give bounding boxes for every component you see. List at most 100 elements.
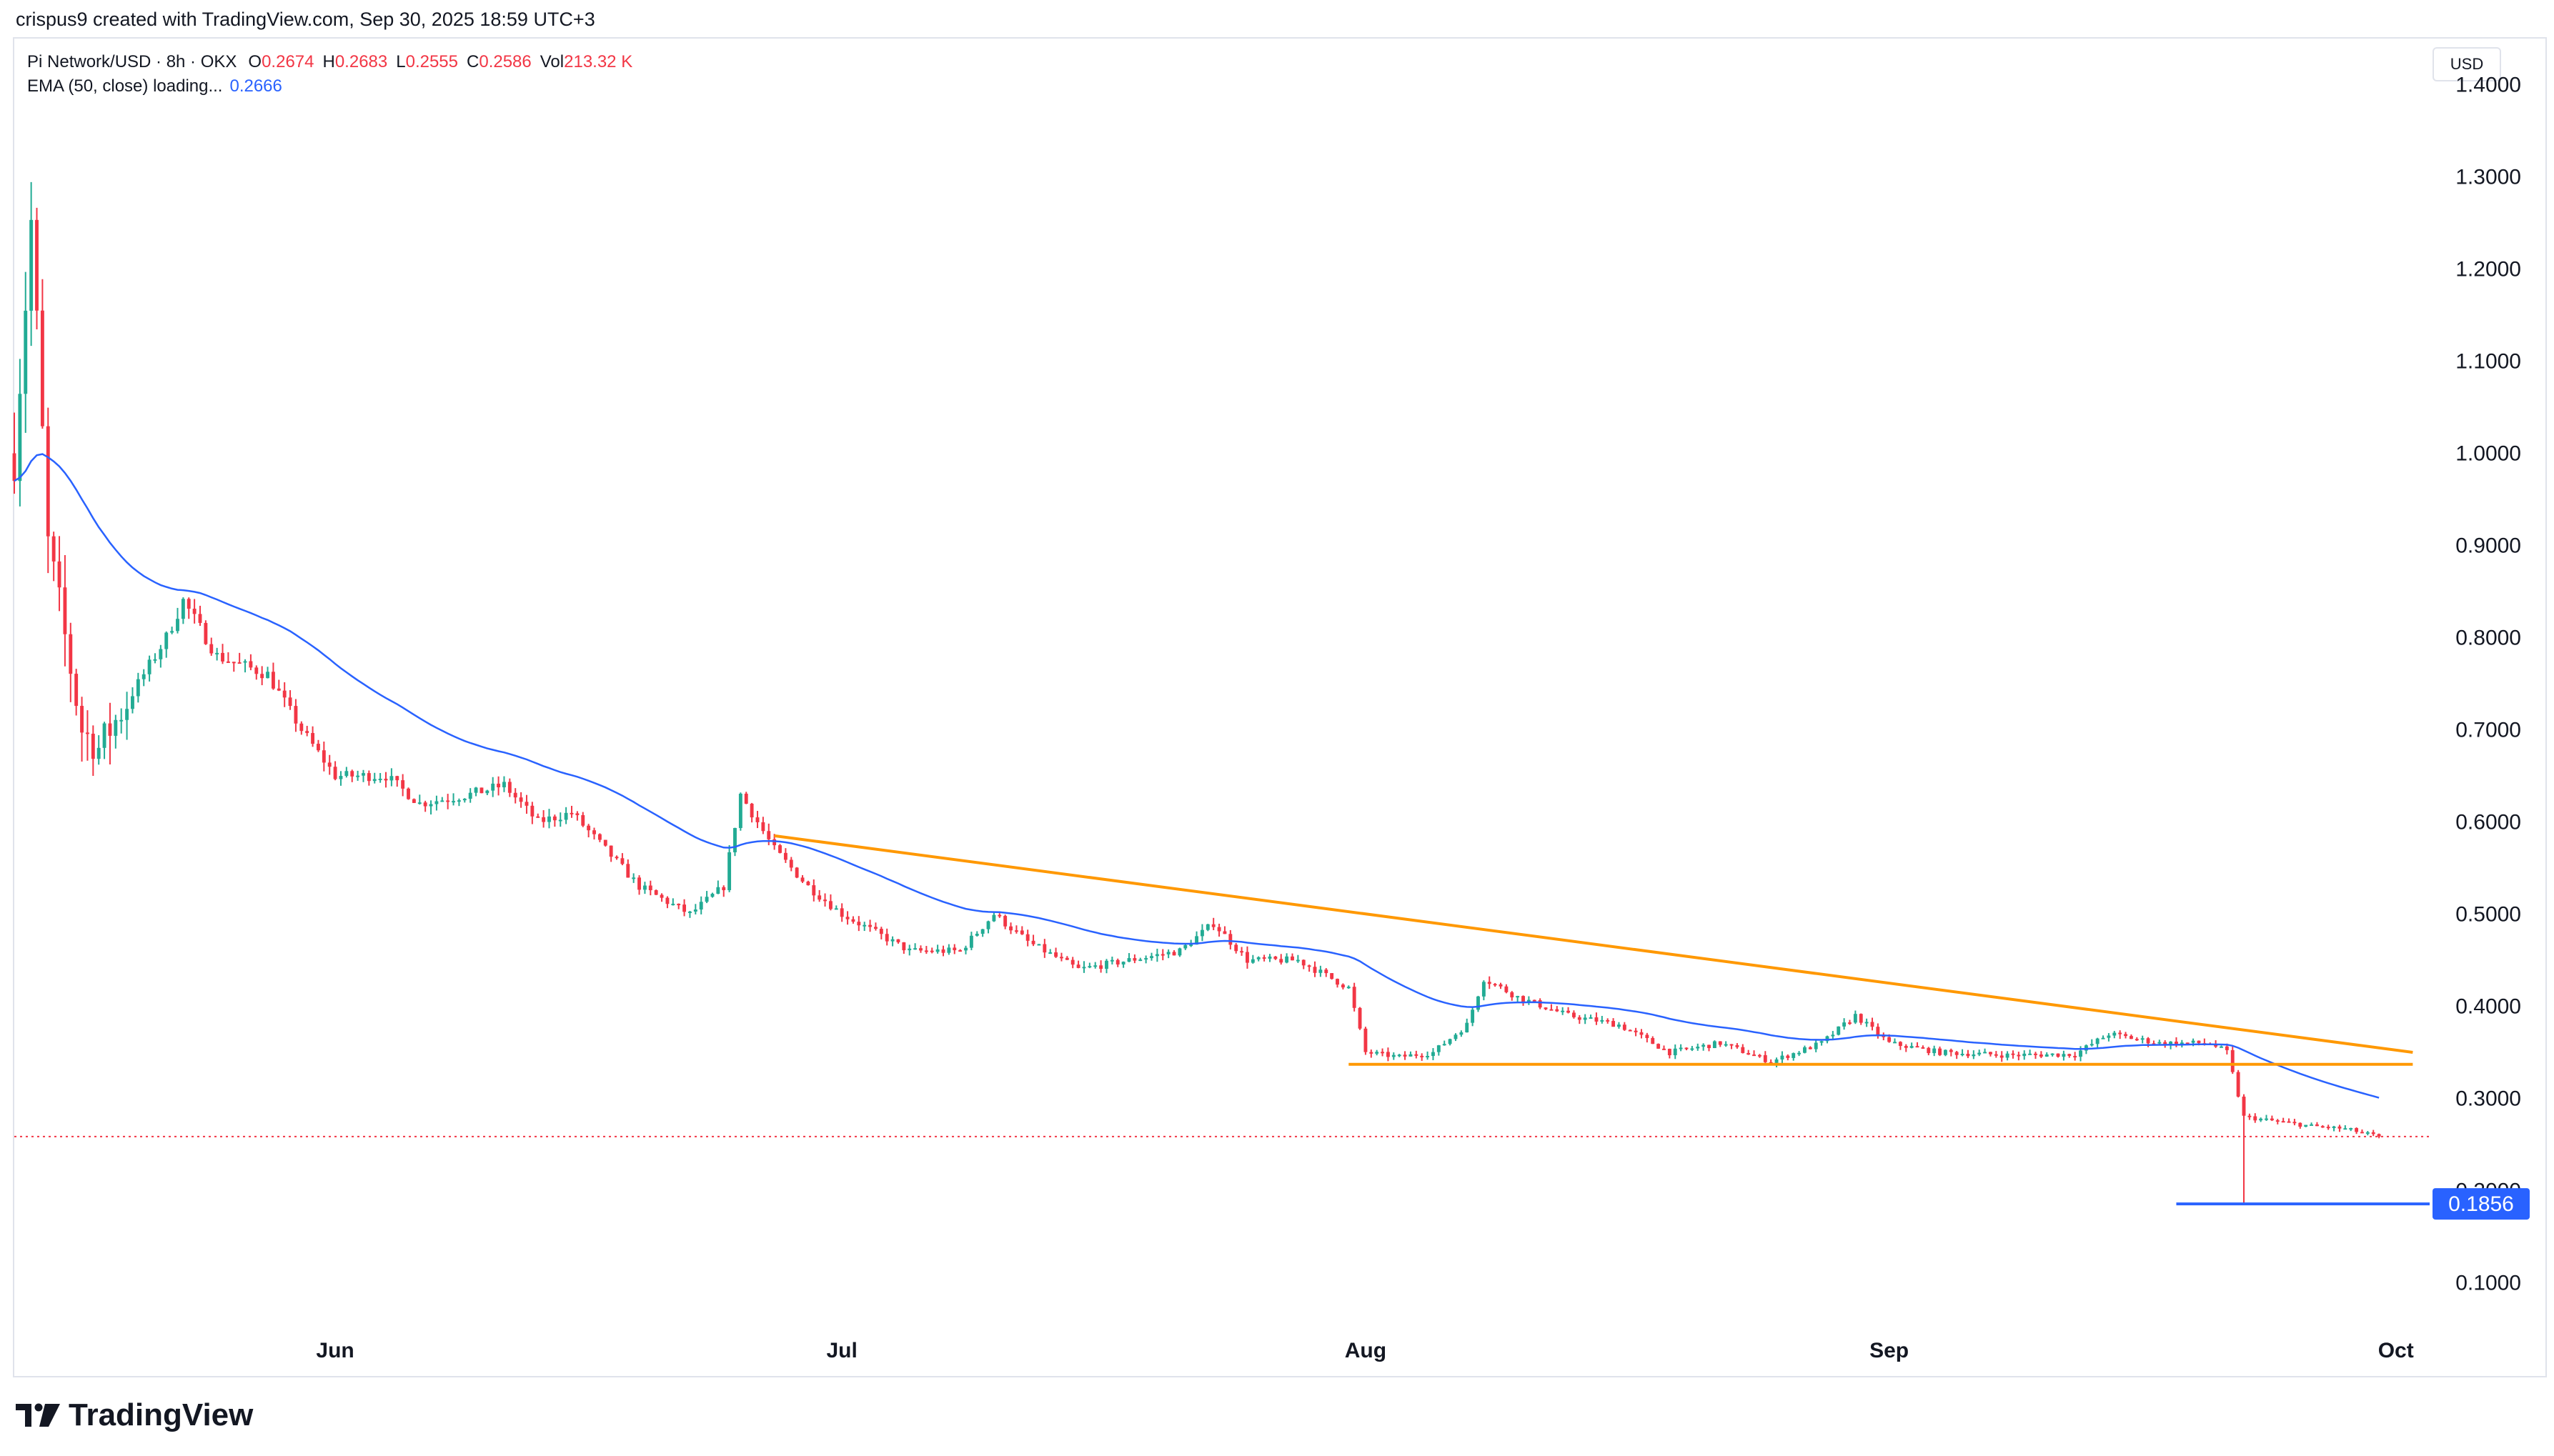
candle-body (311, 733, 315, 744)
candle-body (2101, 1037, 2105, 1039)
candle-body (2163, 1042, 2167, 1046)
candle-body (136, 679, 140, 697)
candle-body (975, 934, 979, 936)
candle-body (637, 877, 641, 890)
candle-body (2028, 1053, 2032, 1055)
candle-body (1938, 1048, 1942, 1055)
x-axis: Jun Jul Aug Sep Oct (316, 1339, 2413, 1362)
candle-body (491, 783, 495, 791)
candle-body (626, 864, 630, 878)
currency-button[interactable]: USD (2433, 47, 2501, 81)
ema-label[interactable]: EMA (50, close) loading... (27, 76, 223, 96)
candle-body (1718, 1041, 1722, 1045)
candle-body (660, 894, 664, 898)
tradingview-logo[interactable]: TradingView (16, 1397, 253, 1433)
candle-body (705, 897, 709, 902)
chart-frame[interactable] (13, 37, 2547, 1377)
candle-body (1200, 929, 1204, 937)
candle-body (1285, 956, 1289, 963)
candle-body (1667, 1049, 1671, 1056)
candle-body (243, 661, 247, 663)
candle-body (1887, 1037, 1892, 1042)
candle-body (1301, 959, 1306, 966)
candle-body (1313, 967, 1317, 973)
candle-body (919, 948, 923, 951)
low-label: L (396, 52, 406, 71)
candle-body (857, 922, 861, 926)
candle-body (2287, 1121, 2291, 1123)
candle-body (716, 887, 720, 894)
candle-body (1251, 959, 1255, 963)
candle-body (1115, 959, 1120, 965)
candle-body (1729, 1044, 1734, 1046)
candle-body (677, 904, 681, 906)
candle-body (1189, 944, 1193, 947)
candle-body (1966, 1054, 1970, 1057)
legend: Pi Network/USD · 8h · OKX O 0.2674 H 0.2… (27, 50, 641, 99)
candle-body (558, 819, 562, 822)
volume-value: 213.32 K (564, 52, 633, 71)
candle-body (1273, 956, 1278, 959)
candle-body (632, 877, 636, 879)
candle-body (2090, 1044, 2094, 1046)
candle-body (209, 644, 214, 654)
candle-body (96, 747, 101, 759)
candle-body (615, 857, 619, 859)
symbol-label[interactable]: Pi Network/USD · 8h · OKX (27, 52, 237, 71)
candle-body (1825, 1036, 1829, 1042)
candle-body (1481, 982, 1486, 997)
candle-body (1662, 1048, 1666, 1050)
candle-body (1195, 936, 1198, 945)
candle-body (1178, 948, 1182, 956)
candle-body (913, 948, 918, 950)
candle-body (2343, 1128, 2347, 1130)
candle-body (964, 947, 968, 951)
candle-body (378, 778, 382, 780)
candle-body (51, 536, 56, 562)
candle-body (164, 632, 169, 649)
candle-body (2056, 1053, 2060, 1057)
candle-body (1493, 984, 1497, 986)
candle-body (1504, 986, 1509, 992)
candle-body (519, 797, 523, 802)
candle-body (1571, 1012, 1576, 1017)
candle-body (1842, 1022, 1847, 1027)
candle-body (1741, 1047, 1745, 1053)
candle-body (834, 908, 838, 910)
candle-body (1999, 1055, 2004, 1058)
candle-body (536, 816, 540, 818)
candle-body (1927, 1047, 1931, 1054)
candle-body (1397, 1054, 1401, 1057)
candle-body (648, 885, 652, 891)
candle-body (2355, 1128, 2359, 1132)
candle-body (1020, 930, 1024, 934)
candle-body (277, 688, 281, 691)
candle-body (1346, 987, 1351, 989)
candle-body (170, 631, 174, 633)
candle-body (1206, 924, 1210, 930)
candle-body (29, 219, 34, 311)
candle-body (474, 787, 478, 793)
candle-body (2175, 1041, 2178, 1046)
candle-body (755, 817, 760, 822)
tradingview-logo-icon (16, 1403, 60, 1427)
candle-body (271, 672, 275, 689)
candle-body (2220, 1046, 2223, 1048)
candle-body (2332, 1126, 2336, 1128)
candle-body (2292, 1122, 2297, 1124)
candle-body (1048, 952, 1053, 954)
candle-body (2034, 1053, 2037, 1055)
candle-body (35, 219, 39, 311)
candle-body (1684, 1047, 1689, 1049)
candle-body (282, 690, 287, 698)
candle-body (935, 949, 940, 952)
candle-body (1070, 959, 1075, 965)
ema-group (14, 453, 2380, 1099)
candle-body (502, 782, 506, 787)
candle-body (2270, 1118, 2274, 1121)
candle-body (941, 949, 945, 953)
candle-body (671, 904, 675, 906)
candle-body (1358, 1007, 1362, 1029)
candle-body (2129, 1036, 2133, 1039)
